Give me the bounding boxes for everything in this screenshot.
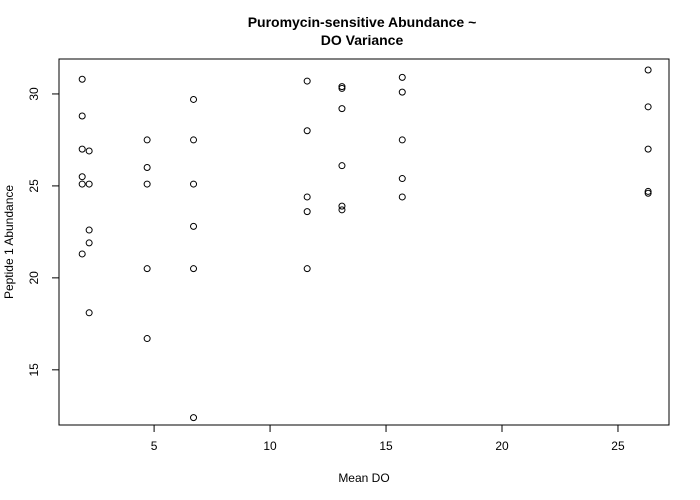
data-point-24 [303, 193, 311, 201]
x-tick-label-3: 20 [495, 439, 509, 453]
data-point-11 [143, 136, 151, 144]
data-point-9 [78, 250, 86, 258]
x-tick-label-0: 5 [151, 439, 158, 453]
data-point-22 [303, 77, 311, 85]
data-point-14 [143, 265, 151, 273]
data-point-6 [85, 180, 93, 188]
chart-title-line-2: DO Variance [321, 32, 404, 48]
data-point-19 [190, 222, 198, 230]
x-axis: 5 10 15 20 25 [151, 425, 625, 453]
data-point-21 [190, 414, 198, 422]
data-point-10 [85, 309, 93, 317]
y-tick-label-3: 30 [27, 87, 41, 101]
data-point-39 [644, 103, 652, 111]
data-point-32 [338, 206, 346, 214]
data-point-20 [190, 265, 198, 273]
y-tick-label-1: 20 [27, 271, 41, 285]
data-point-31 [338, 202, 346, 210]
data-point-37 [398, 193, 406, 201]
data-point-29 [338, 105, 346, 113]
data-point-42 [644, 189, 652, 197]
data-point-36 [398, 175, 406, 183]
y-tick-label-0: 15 [27, 363, 41, 377]
data-point-0 [78, 75, 86, 83]
data-point-40 [644, 145, 652, 153]
data-point-38 [644, 66, 652, 74]
data-point-35 [398, 136, 406, 144]
chart-title-line-1: Puromycin-sensitive Abundance ~ [248, 14, 477, 30]
data-points [78, 66, 652, 422]
data-point-2 [78, 145, 86, 153]
data-point-18 [190, 180, 198, 188]
data-point-13 [143, 180, 151, 188]
data-point-34 [398, 88, 406, 96]
data-point-7 [85, 226, 93, 234]
data-point-4 [78, 173, 86, 181]
y-axis: 15 20 25 30 [27, 87, 59, 377]
data-point-23 [303, 127, 311, 135]
y-tick-label-2: 25 [27, 179, 41, 193]
data-point-41 [644, 187, 652, 195]
x-axis-label: Mean DO [338, 471, 389, 485]
data-point-33 [398, 73, 406, 81]
data-point-15 [143, 335, 151, 343]
data-point-30 [338, 162, 346, 170]
data-point-28 [338, 84, 346, 92]
data-point-12 [143, 164, 151, 172]
data-point-16 [190, 95, 198, 103]
data-point-27 [338, 83, 346, 91]
data-point-3 [85, 147, 93, 155]
data-point-5 [78, 180, 86, 188]
data-point-26 [303, 265, 311, 273]
data-point-1 [78, 112, 86, 120]
plot-frame [58, 58, 670, 426]
x-tick-label-1: 10 [263, 439, 277, 453]
data-point-8 [85, 239, 93, 247]
data-point-25 [303, 208, 311, 216]
x-tick-label-2: 15 [379, 439, 393, 453]
y-axis-label: Peptide 1 Abundance [2, 185, 16, 299]
x-tick-label-4: 25 [611, 439, 625, 453]
data-point-17 [190, 136, 198, 144]
